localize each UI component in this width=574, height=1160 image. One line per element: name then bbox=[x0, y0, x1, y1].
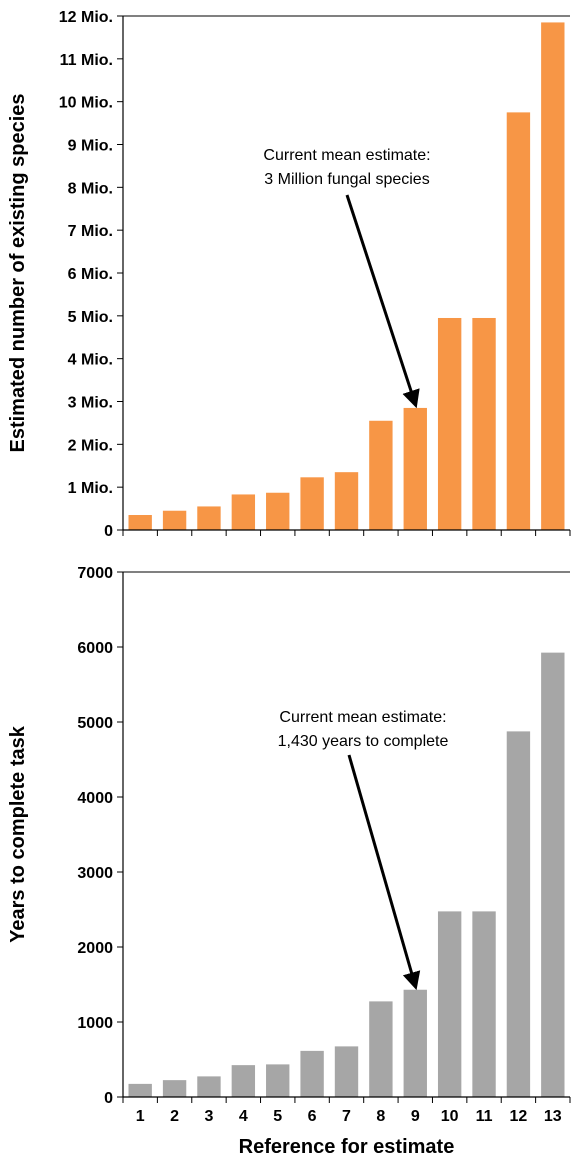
y-axis-title: Estimated number of existing species bbox=[7, 94, 29, 453]
y-tick-label: 5 Mio. bbox=[68, 309, 113, 326]
bar-5 bbox=[266, 492, 290, 530]
y-tick-label: 12 Mio. bbox=[59, 9, 113, 26]
y-tick-label: 3000 bbox=[77, 865, 113, 882]
x-tick-label: 13 bbox=[544, 1108, 562, 1125]
bar-7 bbox=[334, 472, 359, 530]
x-tick-label: 9 bbox=[411, 1108, 420, 1125]
chart-panel-1: 0 1 Mio. 2 Mio. 3 Mio. 4 Mio. 5 Mio. 6 Mio. 7 M… bbox=[7, 9, 571, 540]
annotation-text: 3 Million fungal species bbox=[264, 171, 429, 188]
bar-2 bbox=[162, 1080, 187, 1098]
bar-5 bbox=[266, 1064, 290, 1098]
y-tick-label: 2000 bbox=[77, 940, 113, 957]
y-tick-label: 4 Mio. bbox=[68, 352, 113, 369]
bar-2 bbox=[162, 510, 187, 530]
x-tick-label: 10 bbox=[441, 1108, 459, 1125]
annotation-arrow bbox=[347, 754, 421, 991]
y-tick-label: 6 Mio. bbox=[68, 266, 113, 283]
x-axis-title: Reference for estimate bbox=[239, 1136, 455, 1158]
x-tick-label: 1 bbox=[136, 1108, 145, 1125]
y-tick-label: 3 Mio. bbox=[68, 395, 113, 412]
x-tick-label: 8 bbox=[376, 1108, 385, 1125]
bar-8 bbox=[369, 1001, 393, 1098]
x-tick-label: 3 bbox=[205, 1108, 214, 1125]
bar-3 bbox=[197, 1076, 221, 1098]
y-tick-label: 7 Mio. bbox=[68, 223, 113, 240]
bar-10 bbox=[437, 911, 462, 1098]
annotation-arrow bbox=[345, 194, 420, 409]
bar-12 bbox=[506, 112, 531, 531]
y-tick-label: 6000 bbox=[77, 640, 113, 657]
x-tick-label: 11 bbox=[476, 1108, 493, 1125]
bar-1 bbox=[128, 515, 152, 530]
y-tick-label: 0 bbox=[104, 1090, 113, 1107]
x-tick-label: 6 bbox=[308, 1108, 317, 1125]
y-tick-label: 1 Mio. bbox=[68, 480, 113, 497]
y-tick-label: 8 Mio. bbox=[68, 180, 113, 197]
bar-4 bbox=[231, 494, 256, 530]
y-tick-label: 5000 bbox=[77, 715, 113, 732]
x-tick-label: 2 bbox=[170, 1108, 179, 1125]
x-tick-label: 12 bbox=[510, 1108, 528, 1125]
bar-13 bbox=[541, 652, 565, 1098]
bar-6 bbox=[300, 477, 324, 530]
bar-7 bbox=[334, 1046, 359, 1098]
annotation-text: Current mean estimate: bbox=[279, 709, 446, 726]
annotation-text: 1,430 years to complete bbox=[278, 733, 449, 750]
annotation-text: Current mean estimate: bbox=[263, 147, 430, 164]
y-tick-label: 2 Mio. bbox=[68, 437, 113, 454]
y-tick-label: 9 Mio. bbox=[68, 138, 113, 155]
bar-9 bbox=[403, 989, 427, 1097]
bar-10 bbox=[437, 317, 462, 530]
bar-4 bbox=[231, 1065, 256, 1098]
y-tick-label: 4000 bbox=[77, 790, 113, 807]
bar-11 bbox=[472, 317, 496, 530]
bar-11 bbox=[472, 911, 496, 1098]
bar-13 bbox=[541, 22, 565, 531]
bar-3 bbox=[197, 506, 221, 530]
x-tick-label: 4 bbox=[239, 1108, 248, 1125]
y-tick-label: 10 Mio. bbox=[59, 95, 113, 112]
y-axis-title: Years to complete task bbox=[7, 725, 29, 943]
bar-8 bbox=[369, 420, 393, 530]
y-tick-label: 1000 bbox=[77, 1015, 113, 1032]
y-tick-label: 7000 bbox=[77, 565, 113, 582]
bar-9 bbox=[403, 407, 427, 530]
y-tick-label: 11 Mio. bbox=[60, 52, 113, 69]
x-tick-label: 5 bbox=[273, 1108, 282, 1125]
bar-1 bbox=[128, 1083, 152, 1098]
bar-6 bbox=[300, 1050, 324, 1098]
y-tick-label: 0 bbox=[104, 523, 113, 540]
bar-12 bbox=[506, 731, 531, 1098]
x-tick-label: 7 bbox=[342, 1108, 351, 1125]
